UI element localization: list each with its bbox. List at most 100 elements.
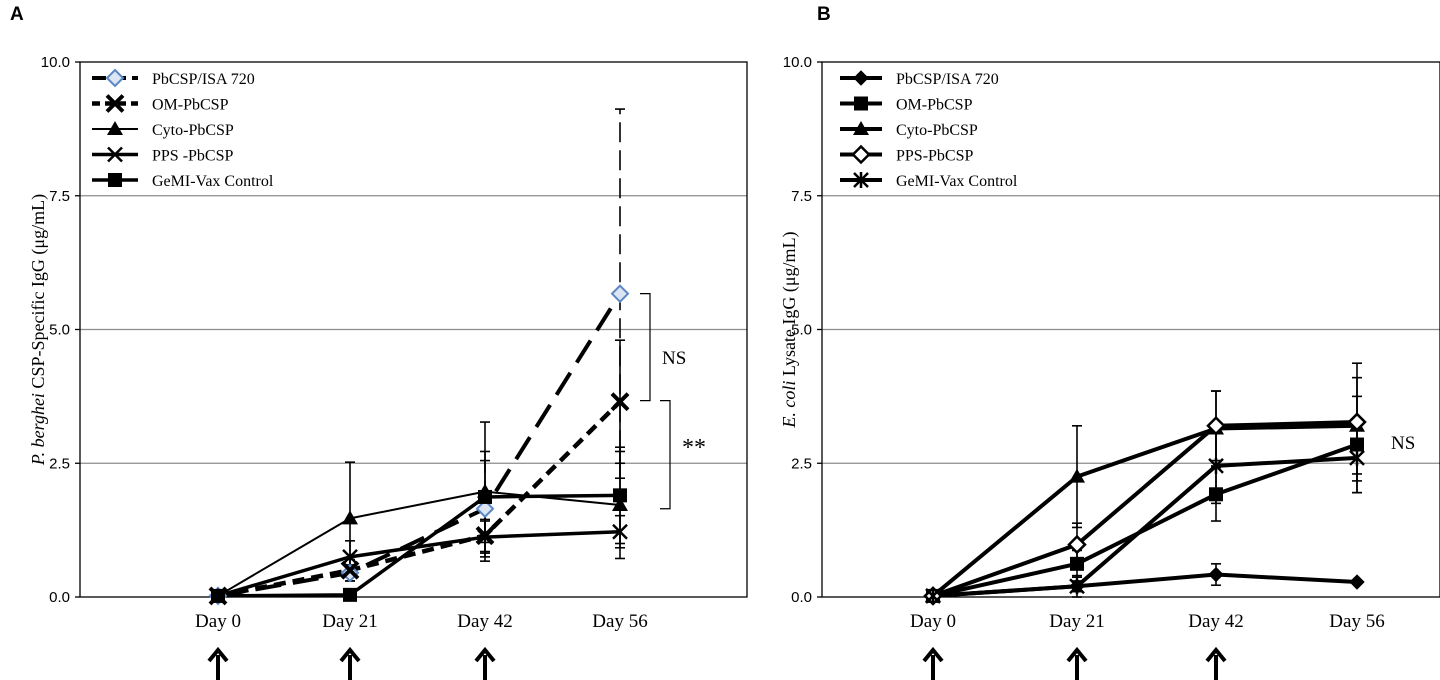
panel-b-series-3-point-3-shape — [1347, 412, 1367, 432]
panel-a-legend-4-label: GeMI-Vax Control — [152, 173, 274, 190]
panel-a-annotation-ns: NS — [662, 348, 686, 369]
panel-a-ytick-label-3: 7.5 — [49, 188, 70, 205]
panel-a-series-1-point-3 — [610, 392, 630, 412]
panel-b-series-2-point-1 — [1069, 468, 1085, 483]
panel-a-series-2-point-1-shape — [342, 510, 358, 525]
panel-a-boost-arrow-2 — [474, 646, 496, 680]
panel-b-legend-1-marker-shape — [854, 96, 868, 111]
panel-b-legend-4-label: GeMI-Vax Control — [896, 173, 1018, 190]
panel-b-ytick-label-0: 0.0 — [791, 589, 812, 606]
panel-b-series-4-line — [932, 455, 1358, 598]
panel-a-boost-arrow-2-head — [474, 646, 496, 663]
panel-a-series-4-point-2-shape — [478, 489, 492, 504]
panel-b-legend-0-marker — [853, 70, 869, 86]
panel-a-series-4-point-2 — [478, 489, 492, 504]
panel-a-ytick-label-1: 2.5 — [49, 455, 70, 472]
panel-b-legend-3-label: PPS-PbCSP — [896, 148, 973, 165]
panel-a-series-2-point-1 — [342, 510, 358, 525]
panel-a-legend-4-marker-shape — [108, 173, 122, 187]
panel-a-series-3-point-1 — [342, 548, 358, 565]
panel-b-series-4-point-2 — [1208, 457, 1224, 474]
panel-b-series-0-point-2 — [1208, 566, 1224, 583]
panel-b-ytick-label-4: 10.0 — [783, 54, 812, 71]
panel-a-legend: PbCSP/ISA 720 OM-PbCSP Cyto-PbCSP PPS -PbCS… — [92, 68, 274, 190]
panel-a-series-0-point-2-shape — [475, 499, 495, 519]
panel-b: B 0.0 2.5 5.0 7.5 10.0 Day 0 Day 21 Day 42 Day 56… — [779, 4, 1440, 680]
panel-b-series-1-point-1 — [1070, 556, 1084, 571]
panel-a-letter: A — [10, 4, 24, 25]
panel-b-series-4-point-0 — [925, 587, 941, 604]
panel-a-boost-arrow-0 — [207, 646, 229, 680]
panel-a-series-0-point-3-shape — [610, 284, 630, 304]
panel-a-legend-1-marker — [105, 94, 125, 113]
panel-a-series-0-point-2 — [475, 499, 495, 519]
panel-b-series-0-point-3-shape — [1349, 574, 1365, 590]
panel-a-bracket-ns — [640, 293, 651, 402]
panel-b-series-3-point-1-shape — [1067, 534, 1087, 555]
panel-b-series-3-point-1 — [1067, 534, 1087, 555]
panel-a-series-1-point-1 — [340, 560, 360, 580]
panel-b-series-2-point-1-shape — [1069, 468, 1085, 483]
panel-b-legend-2-marker — [853, 121, 869, 135]
panel-a-legend-3-marker — [107, 146, 123, 163]
panel-a-series-2-point-3 — [612, 496, 628, 511]
panel-b-legend-3-marker — [851, 144, 871, 165]
panel-b-series-2-line — [931, 423, 1358, 598]
panel-a-legend-0-label: PbCSP/ISA 720 — [152, 71, 255, 88]
panel-b-ytick-label-1: 2.5 — [791, 455, 812, 472]
panel-b-series-1-point-1-shape — [1070, 556, 1084, 571]
panel-b-series-3-line — [932, 420, 1358, 598]
panel-a-boost-arrow-1-head — [339, 646, 361, 663]
panel-b-xtick-label-1: Day 21 — [1049, 611, 1104, 632]
panel-b-boost-arrow-2-head — [1205, 646, 1227, 663]
panel-a-series-4-point-1-shape — [343, 587, 357, 602]
panel-a-legend-3-marker-stroke-b — [107, 146, 123, 163]
panel-a-series-4-point-1 — [343, 587, 357, 602]
panel-b-legend-2-marker-shape — [853, 121, 869, 135]
panel-a-ytick-label-2: 5.0 — [49, 322, 70, 339]
panel-a-legend-0-marker-shape — [105, 68, 125, 88]
panel-b-series-0-point-2-shape — [1208, 566, 1224, 583]
panel-a-series-4-point-0 — [211, 588, 225, 603]
panel-b-series-1-point-3-shape — [1350, 437, 1364, 452]
panel-b-legend-0-label: PbCSP/ISA 720 — [896, 71, 999, 88]
panel-b-series-1-point-3 — [1350, 437, 1364, 452]
panel-b-legend-0-marker-shape — [853, 70, 869, 86]
panel-a-ytick-label-0: 0.0 — [49, 589, 70, 606]
panel-b-legend-1-label: OM-PbCSP — [896, 97, 973, 114]
panel-b-series-4-point-3 — [1349, 449, 1365, 466]
panel-b-y-axis-label-italic: E. coli — [779, 376, 799, 429]
panel-a-series-1-point-1-stroke-b — [340, 560, 360, 580]
panel-a-ytick-label-4: 10.0 — [41, 54, 70, 71]
panel-a-series-1-point-3-stroke-b — [610, 392, 630, 412]
panel-a-bracket-stars — [660, 400, 671, 510]
panel-a-series-0-point-3 — [610, 284, 630, 304]
panel-a-legend-2-label: Cyto-PbCSP — [152, 122, 234, 139]
panel-a-xtick-label-0: Day 0 — [195, 611, 241, 632]
panel-a-series-4-line — [217, 493, 621, 598]
panel-b-boost-arrow-0-head — [922, 646, 944, 663]
panel-a-legend-2-marker-shape — [107, 121, 123, 135]
panel-a-boost-arrow-1 — [339, 646, 361, 680]
panel-b-boost-arrow-1 — [1066, 646, 1088, 680]
panel-b-series-3-point-2-shape — [1206, 416, 1226, 436]
panel-a-legend-2-marker — [107, 121, 123, 135]
panel-b-ytick-label-3: 7.5 — [791, 188, 812, 205]
panel-b-series-3-point-3 — [1347, 412, 1367, 432]
panel-a-series-3-point-2 — [477, 529, 493, 545]
panel-b-boost-arrow-2 — [1205, 646, 1227, 680]
panel-b-series-4-point-1 — [1069, 578, 1085, 595]
panel-b-letter: B — [817, 4, 831, 25]
panel-b-series-1-point-2 — [1209, 487, 1223, 502]
panel-b-xtick-label-3: Day 56 — [1329, 611, 1384, 632]
panel-a-series-0-line — [217, 292, 622, 598]
panel-b-legend: PbCSP/ISA 720 OM-PbCSP Cyto-PbCSP PPS-PbCSP… — [840, 70, 1018, 190]
panel-a-series-2-line — [217, 490, 621, 597]
panel-b-series-1-point-2-shape — [1209, 487, 1223, 502]
panel-b-ytick-label-2: 5.0 — [791, 322, 812, 339]
panel-b-legend-1-marker — [854, 96, 868, 111]
panel-b-series-3-point-2 — [1206, 416, 1226, 436]
panel-b-annotation-ns: NS — [1391, 433, 1415, 454]
panel-b-legend-4-marker — [853, 172, 869, 188]
panel-a-series-2-point-3-shape — [612, 496, 628, 511]
